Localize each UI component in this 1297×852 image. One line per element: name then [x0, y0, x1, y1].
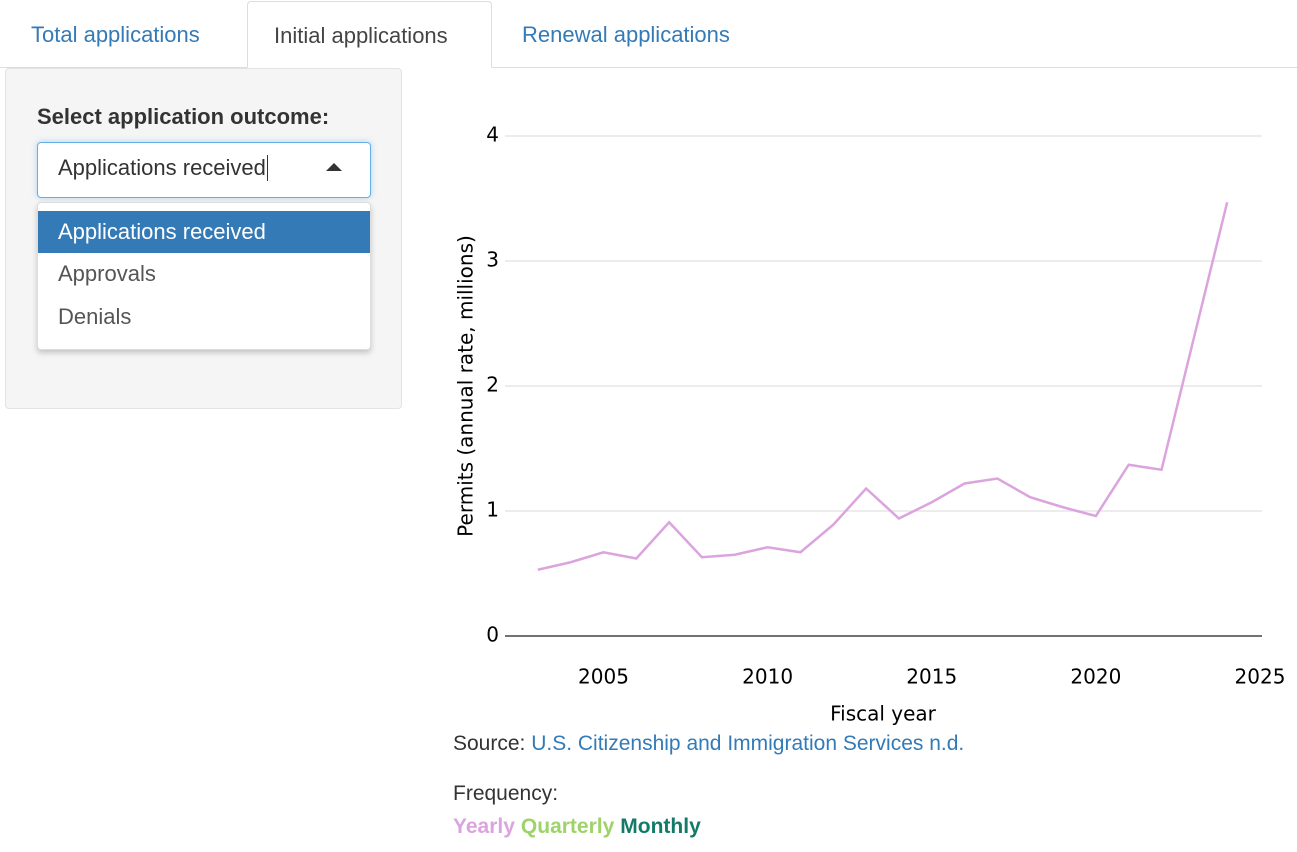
chart: Fiscal year Permits (annual rate, millio… [454, 123, 1286, 726]
tab-active[interactable]: Initial applications [247, 1, 492, 68]
x-axis-title: Fiscal year [830, 702, 937, 726]
tab-bar-line [0, 67, 1297, 68]
tab[interactable]: Renewal applications [522, 22, 730, 47]
y-tick-label: 0 [486, 623, 499, 647]
dropdown-option[interactable]: Approvals [58, 261, 156, 286]
frequency-options: Yearly Quarterly Monthly [453, 815, 707, 839]
x-tick-label: 2025 [1235, 665, 1286, 689]
y-axis-title: Permits (annual rate, millions) [454, 235, 478, 537]
frequency-option[interactable]: Monthly [620, 815, 701, 838]
source-label: Source: [453, 732, 526, 755]
x-tick-label: 2015 [906, 665, 957, 689]
x-tick-label: 2005 [578, 665, 629, 689]
x-tick-label: 2010 [742, 665, 793, 689]
select-value: Applications received [58, 155, 268, 181]
source-line: Source: U.S. Citizenship and Immigration… [453, 732, 964, 756]
dropdown-option-selected[interactable]: Applications received [38, 211, 370, 253]
select-label: Select application outcome: [37, 104, 330, 129]
tab[interactable]: Total applications [31, 22, 200, 47]
y-tick-label: 2 [486, 373, 499, 397]
y-tick-label: 1 [486, 498, 499, 522]
data-line [537, 201, 1229, 571]
y-tick-label: 3 [486, 248, 499, 272]
select-caret [326, 163, 342, 171]
frequency-label: Frequency: [453, 782, 559, 805]
frequency-option[interactable]: Yearly [453, 815, 515, 838]
dropdown-option[interactable]: Denials [58, 304, 132, 329]
frequency-option[interactable]: Quarterly [520, 815, 615, 838]
source-link[interactable]: U.S. Citizenship and Immigration Service… [531, 732, 965, 755]
y-tick-label: 4 [486, 123, 499, 147]
x-tick-label: 2020 [1070, 665, 1121, 689]
select-box[interactable] [37, 142, 371, 198]
